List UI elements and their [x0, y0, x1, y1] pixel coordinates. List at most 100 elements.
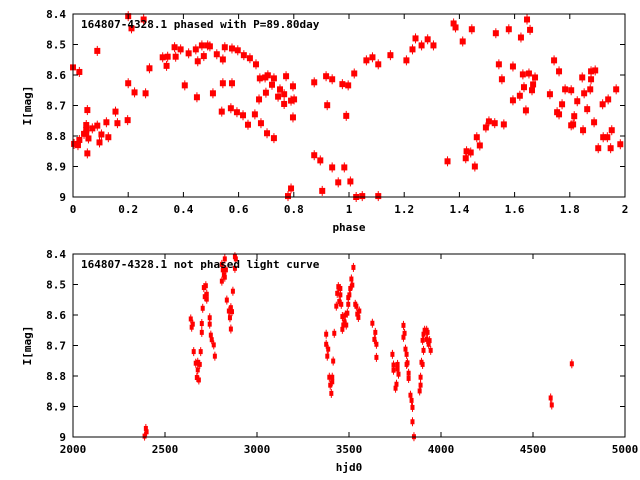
data-point — [330, 372, 335, 382]
data-point — [324, 100, 331, 111]
y-axis-label: I[mag] — [21, 326, 34, 366]
data-point — [338, 290, 343, 300]
data-point — [571, 111, 578, 122]
data-point — [328, 380, 333, 390]
data-point — [219, 54, 226, 65]
data-point — [613, 84, 620, 95]
data-point — [207, 319, 212, 329]
data-point — [124, 115, 131, 126]
data-point — [568, 85, 575, 96]
data-point — [177, 44, 184, 55]
x-axis-label: phase — [332, 221, 365, 234]
data-point — [418, 380, 423, 390]
data-point — [463, 146, 470, 157]
data-point — [356, 312, 361, 322]
data-point — [256, 94, 263, 105]
data-point — [359, 191, 366, 202]
data-point — [556, 109, 563, 120]
data-point — [418, 372, 423, 382]
data-point — [191, 347, 196, 357]
data-point — [323, 71, 330, 82]
data-point — [357, 306, 362, 316]
data-point — [485, 116, 492, 127]
data-point — [163, 60, 170, 71]
x-tick-label: 2 — [622, 203, 629, 216]
data-point — [592, 65, 599, 76]
x-tick-label: 0 — [70, 203, 77, 216]
data-point — [228, 43, 235, 54]
data-point — [410, 402, 415, 412]
data-point — [505, 24, 512, 35]
data-point — [509, 61, 516, 72]
data-point — [319, 185, 326, 196]
x-tick-label: 1.8 — [560, 203, 580, 216]
data-point — [289, 81, 296, 92]
x-tick-label: 0.2 — [118, 203, 138, 216]
data-point — [211, 340, 216, 350]
data-point — [473, 132, 480, 143]
data-point — [428, 345, 433, 355]
unphased-points — [142, 252, 574, 442]
x-axis-label: hjd0 — [336, 461, 363, 474]
data-point — [519, 69, 526, 80]
x-tick-label: 1 — [346, 203, 353, 216]
data-point — [375, 59, 382, 70]
data-point — [403, 55, 410, 66]
data-point — [471, 161, 478, 172]
data-point — [229, 307, 234, 317]
data-point — [517, 32, 524, 43]
data-point — [198, 347, 203, 357]
data-point — [530, 79, 537, 90]
data-point — [194, 373, 199, 383]
data-point — [189, 322, 194, 332]
data-point — [374, 339, 379, 349]
data-point — [203, 281, 208, 291]
data-point — [76, 66, 83, 77]
data-point — [424, 34, 431, 45]
data-point — [459, 36, 466, 47]
data-point — [311, 77, 318, 88]
data-point — [251, 109, 258, 120]
data-point — [335, 288, 340, 298]
data-point — [232, 263, 237, 273]
data-point — [425, 327, 430, 337]
y-tick-label: 8.7 — [46, 340, 66, 353]
data-point — [559, 99, 566, 110]
y-tick-label: 8.9 — [46, 401, 66, 414]
y-tick-label: 8.8 — [46, 130, 66, 143]
data-point — [422, 325, 427, 335]
x-tick-label: 2000 — [60, 443, 87, 456]
data-point — [369, 52, 376, 63]
data-point — [114, 118, 121, 129]
data-point — [200, 303, 205, 313]
data-point — [410, 417, 415, 427]
data-point — [396, 369, 401, 379]
phased-points — [70, 11, 624, 202]
data-point — [344, 320, 349, 330]
data-point — [491, 118, 498, 129]
unphased-light-curve-plot: 2000 2500 3000 3500 4000 4500 5000 8.4 8.5 8.6 8.7… — [21, 248, 638, 474]
data-point — [556, 66, 563, 77]
data-point — [327, 372, 332, 382]
data-point — [532, 72, 539, 83]
data-point — [420, 359, 425, 369]
data-point — [84, 105, 91, 116]
data-point — [193, 92, 200, 103]
data-point — [417, 386, 422, 396]
data-point — [112, 106, 119, 117]
x-tick-label: 1.4 — [449, 203, 469, 216]
y-tick-label: 9 — [59, 431, 66, 444]
data-point — [580, 125, 587, 136]
data-point — [347, 176, 354, 187]
data-point — [84, 148, 91, 159]
data-point — [96, 137, 103, 148]
data-point — [213, 49, 220, 60]
data-point — [452, 22, 459, 33]
data-point — [329, 74, 336, 85]
data-point — [374, 352, 379, 362]
data-point — [281, 89, 288, 100]
data-point — [240, 110, 247, 121]
data-point — [549, 400, 554, 410]
data-point — [244, 119, 251, 130]
data-point — [195, 357, 200, 367]
